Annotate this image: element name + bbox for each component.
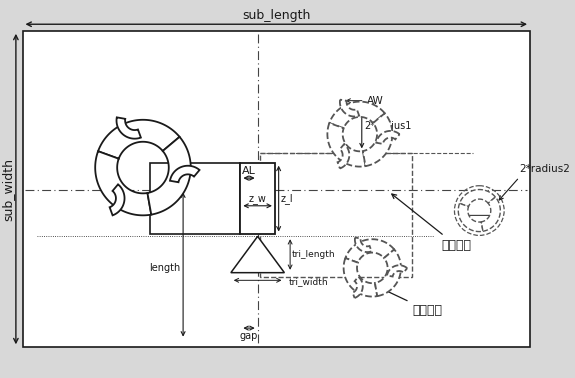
Polygon shape <box>355 237 371 252</box>
Polygon shape <box>98 120 179 159</box>
Polygon shape <box>147 137 191 215</box>
Text: length: length <box>149 263 180 273</box>
Text: gap: gap <box>240 331 258 341</box>
Text: tri_width: tri_width <box>289 277 329 286</box>
Bar <box>22 31 530 347</box>
Polygon shape <box>376 131 400 144</box>
Polygon shape <box>375 249 401 296</box>
Bar <box>240 163 275 234</box>
Polygon shape <box>170 166 200 182</box>
Text: 2*radius1: 2*radius1 <box>365 121 412 131</box>
Polygon shape <box>117 117 141 139</box>
Polygon shape <box>329 102 385 128</box>
Text: z_l: z_l <box>281 193 293 204</box>
Text: 一阶分形: 一阶分形 <box>392 194 471 252</box>
Polygon shape <box>338 144 350 169</box>
Bar <box>259 153 412 277</box>
Polygon shape <box>346 239 394 263</box>
Polygon shape <box>352 277 363 298</box>
Text: 2*radius2: 2*radius2 <box>519 164 570 174</box>
Polygon shape <box>95 151 151 215</box>
Polygon shape <box>459 189 496 207</box>
Polygon shape <box>363 113 392 166</box>
Text: z_w: z_w <box>249 194 267 204</box>
Polygon shape <box>231 236 285 273</box>
Polygon shape <box>387 265 407 277</box>
Polygon shape <box>481 197 500 231</box>
Bar <box>150 163 240 234</box>
Polygon shape <box>110 184 125 215</box>
Text: sub_length: sub_length <box>242 9 310 22</box>
Text: AW: AW <box>366 96 384 106</box>
Text: 二阶分形: 二阶分形 <box>378 287 442 317</box>
Polygon shape <box>340 100 359 116</box>
Polygon shape <box>344 258 377 297</box>
Polygon shape <box>327 123 366 167</box>
Text: AL: AL <box>242 166 256 176</box>
Text: sub_width: sub_width <box>1 158 14 220</box>
Polygon shape <box>458 203 483 232</box>
Text: tri_length: tri_length <box>292 250 336 259</box>
